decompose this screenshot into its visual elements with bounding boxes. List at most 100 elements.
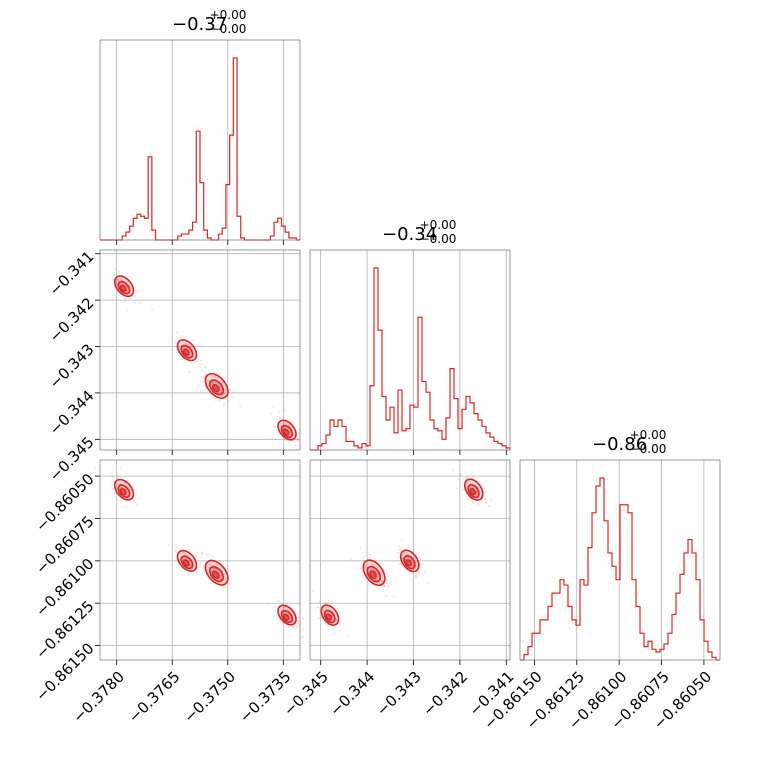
sample-point [381,579,384,582]
sample-point [489,498,492,501]
sample-point [364,566,367,569]
sample-point [223,392,226,395]
sample-point [187,343,190,346]
sample-point [133,501,136,504]
sample-point [176,564,179,567]
sample-point [221,382,224,385]
sample-point [128,485,131,488]
sample-point [381,580,384,583]
sample-point [458,473,461,476]
sample-point [213,567,217,570]
contour-inner-2 [211,383,220,393]
panel-title-sub-0: −0.00 [210,22,247,36]
y-tick-label: −0.342 [46,294,98,346]
sample-point [211,567,215,570]
sample-point [376,572,379,575]
sample-point [110,472,113,475]
sample-point [451,468,454,471]
contour-inner-3 [282,613,290,621]
contour-inner-0 [119,284,127,292]
sample-point [229,388,232,391]
sample-point [189,345,193,348]
panel-title-sub-1: −0.00 [420,232,457,246]
sample-point [324,607,327,610]
sample-point [390,583,393,586]
x-tick-label: −0.3765 [125,668,184,727]
sample-point [295,438,298,441]
sample-point [293,444,296,447]
sample-point [116,279,119,282]
sample-point [116,277,120,280]
panel-title-sup-1: +0.00 [420,218,457,232]
sample-point [179,335,182,338]
sample-point [401,557,404,560]
sample-point [125,309,128,312]
sample-point [195,571,198,574]
sample-point [275,612,278,616]
sample-point [200,359,203,362]
sample-point [418,568,421,572]
sample-point [214,398,217,401]
sample-point [203,375,206,379]
sample-point [278,411,281,414]
sample-point [119,467,122,470]
sample-point [195,570,198,573]
sample-point [222,586,226,589]
sample-point [414,574,418,577]
sample-point [221,381,224,384]
sample-point [272,614,276,617]
sample-point [301,627,304,631]
sample-point [111,274,114,277]
sample-point [371,563,374,566]
sample-point [192,574,195,577]
sample-point [200,552,203,555]
sample-point [216,376,219,379]
sample-point [218,400,221,403]
sample-point [134,294,137,297]
sample-point [376,575,379,579]
sample-point [471,500,474,504]
sample-point [195,360,198,363]
sample-point [124,298,127,301]
sample-point [325,606,329,609]
panel-frame [309,459,511,661]
sample-point [418,572,421,575]
sample-point [206,554,209,557]
sample-point [139,301,142,304]
sample-point [291,626,294,629]
sample-point [369,568,372,571]
sample-point [386,585,389,588]
sample-point [288,424,291,427]
contour-inner-2 [211,570,220,579]
x-tick-label: −0.3735 [236,668,295,727]
sample-point [291,613,295,617]
sample-point [346,635,349,639]
x-tick-label: −0.344 [326,668,378,720]
sample-point [120,278,123,281]
sample-point [478,496,481,499]
sample-point [225,587,228,590]
sample-point [477,497,480,500]
sample-point [318,616,321,620]
sample-point [423,571,427,574]
sample-point [282,426,286,429]
sample-point [228,581,231,584]
sample-point [329,601,333,604]
sample-point [407,545,410,548]
sample-point [111,278,114,281]
sample-point [182,340,186,343]
panel-title-sup-2: +0.00 [630,428,667,442]
sample-point [132,294,135,297]
sample-point [272,405,275,408]
sample-point [296,626,299,629]
x-tick-label: −0.3780 [69,668,128,727]
sample-point [371,567,374,570]
sample-point [273,605,276,608]
sample-point [219,560,222,563]
sample-point [386,573,389,576]
sample-point [378,582,382,585]
sample-point [297,439,300,442]
sample-point [199,363,202,366]
x-tick-label: −0.343 [373,668,425,720]
sample-point [174,550,177,553]
